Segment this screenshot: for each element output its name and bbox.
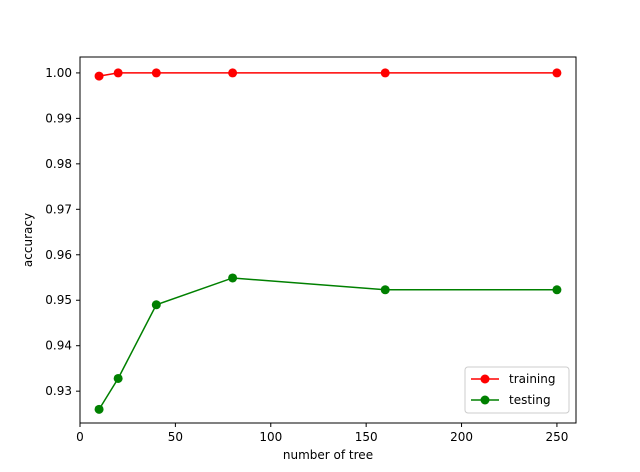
x-axis-label: number of tree bbox=[283, 448, 373, 462]
plot-frame bbox=[79, 56, 577, 424]
series-layer bbox=[94, 68, 562, 414]
data-point-testing bbox=[380, 285, 390, 295]
data-point-testing bbox=[94, 404, 104, 414]
data-point-testing bbox=[228, 273, 238, 283]
x-tick-label: 100 bbox=[259, 430, 282, 444]
y-tick-label: 0.95 bbox=[45, 293, 72, 307]
y-tick-label: 0.94 bbox=[45, 339, 72, 353]
legend-label-testing: testing bbox=[509, 393, 551, 407]
data-point-training bbox=[552, 68, 562, 78]
legend-marker-training bbox=[480, 374, 490, 384]
x-axis: 0 50 100 150 200 250 bbox=[76, 423, 568, 444]
y-tick-label: 0.93 bbox=[45, 384, 72, 398]
series-line-training bbox=[98, 72, 557, 77]
data-point-training bbox=[94, 71, 104, 81]
legend-marker-testing bbox=[480, 395, 490, 405]
y-tick-label: 0.99 bbox=[45, 111, 72, 125]
data-point-testing bbox=[113, 373, 123, 383]
x-tick-label: 150 bbox=[355, 430, 378, 444]
x-tick-label: 200 bbox=[450, 430, 473, 444]
legend: training testing bbox=[464, 366, 570, 414]
data-point-training bbox=[228, 68, 238, 78]
data-point-training bbox=[380, 68, 390, 78]
data-point-testing bbox=[151, 300, 161, 310]
x-tick-label: 250 bbox=[545, 430, 568, 444]
data-point-training bbox=[151, 68, 161, 78]
y-tick-label: 0.98 bbox=[45, 157, 72, 171]
legend-label-training: training bbox=[509, 372, 556, 386]
plot-area bbox=[79, 56, 577, 424]
y-tick-label: 1.00 bbox=[45, 66, 72, 80]
data-point-testing bbox=[552, 285, 562, 295]
y-tick-label: 0.97 bbox=[45, 202, 72, 216]
y-axis: 0.93 0.94 0.95 0.96 0.97 0.98 0.99 1.00 bbox=[45, 66, 80, 398]
x-tick-label: 50 bbox=[168, 430, 183, 444]
y-tick-label: 0.96 bbox=[45, 248, 72, 262]
series-line-testing bbox=[98, 277, 557, 410]
x-tick-label: 0 bbox=[76, 430, 84, 444]
y-axis-label: accuracy bbox=[21, 213, 35, 267]
data-point-training bbox=[113, 68, 123, 78]
